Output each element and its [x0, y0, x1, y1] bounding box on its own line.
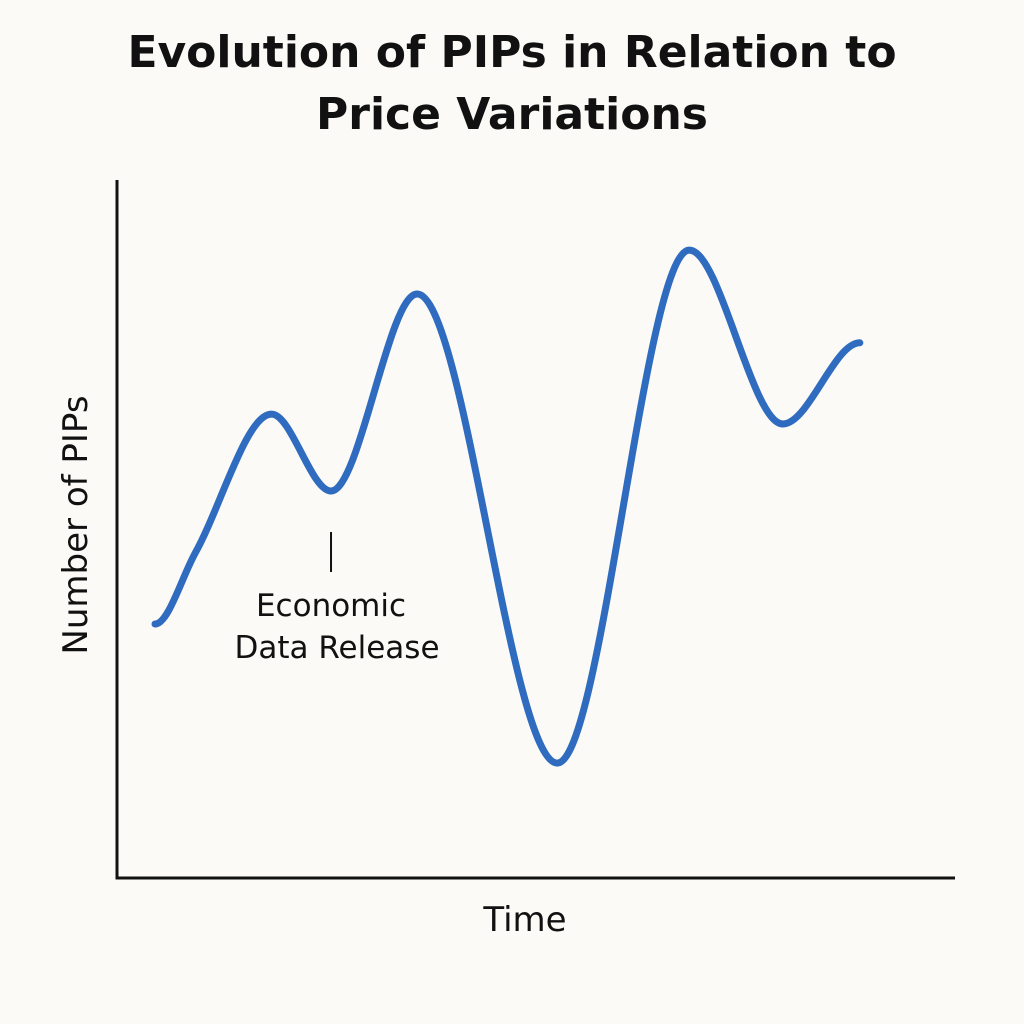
data-point-4	[328, 488, 335, 495]
data-point-2	[192, 549, 199, 556]
series-line	[151, 246, 864, 767]
data-point-5	[414, 291, 421, 298]
annotation-label-line-1: Economic	[256, 588, 406, 624]
data-point-7	[686, 247, 693, 254]
data-point-1	[152, 621, 158, 628]
data-point-8	[779, 420, 786, 427]
chart-title-line-2: Price Variations	[316, 89, 708, 140]
data-point-9	[856, 339, 863, 346]
data-points	[152, 247, 863, 767]
data-point-6	[554, 760, 561, 767]
annotation-label-line-2: Data Release	[235, 630, 440, 666]
chart-title-line-1: Evolution of PIPs in Relation to	[127, 27, 897, 78]
x-axis-label: Time	[482, 900, 566, 940]
chart-title: Evolution of PIPs in Relation to Price V…	[0, 22, 1024, 146]
data-point-3	[268, 411, 275, 418]
y-axis-label: Number of PIPs	[56, 395, 96, 654]
